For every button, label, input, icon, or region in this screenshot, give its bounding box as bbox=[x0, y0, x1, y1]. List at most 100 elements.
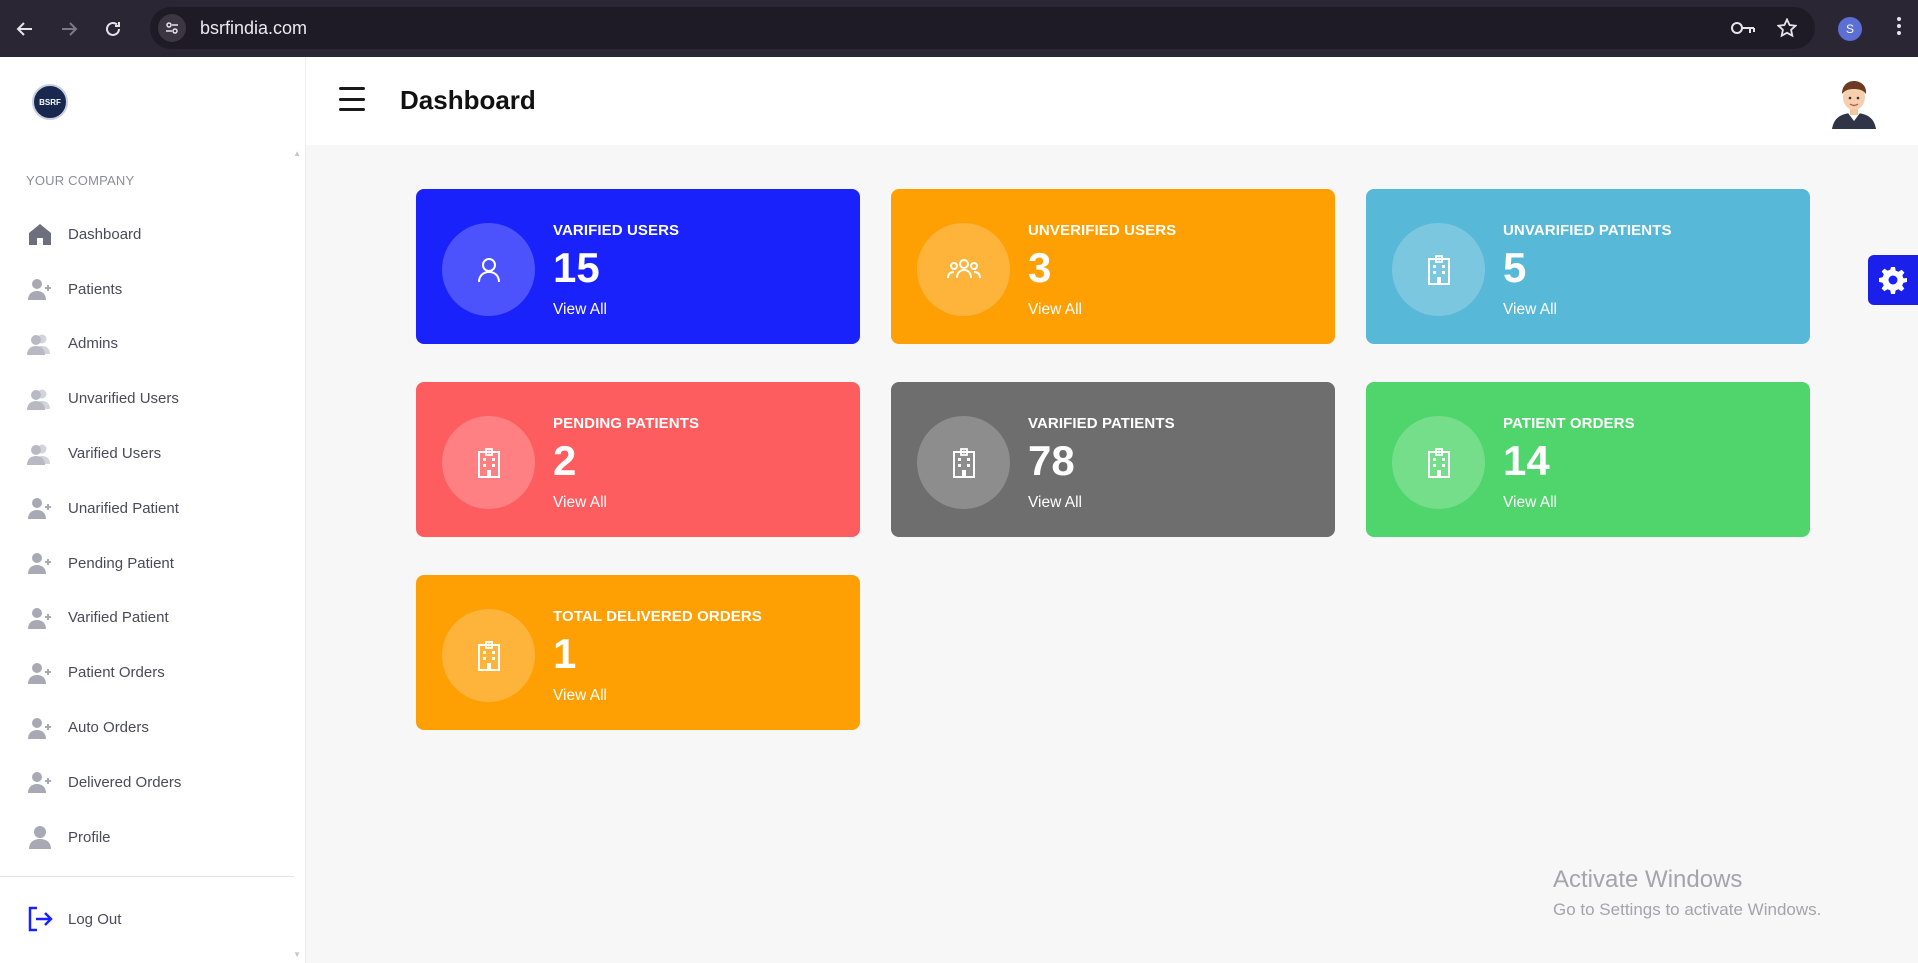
view-all-link[interactable]: View All bbox=[1503, 301, 1557, 318]
view-all-link[interactable]: View All bbox=[1028, 494, 1082, 511]
sidebar-item-delivered-orders[interactable]: Delivered Orders bbox=[0, 755, 300, 810]
logo-text: BSRF bbox=[39, 97, 61, 107]
page-header: Dashboard bbox=[306, 57, 1918, 145]
company-logo[interactable]: BSRF bbox=[32, 84, 68, 120]
scroll-down-arrow-icon[interactable]: ▼ bbox=[293, 950, 301, 959]
browser-toolbar: bsrfindia.com S bbox=[0, 0, 1918, 57]
stat-card-varified-users: VARIFIED USERS 15 View All bbox=[416, 189, 860, 344]
sidebar-item-unvarified-users[interactable]: Unvarified Users bbox=[0, 371, 300, 426]
sidebar-item-label: Patient Orders bbox=[68, 664, 165, 682]
stat-card-label: PENDING PATIENTS bbox=[553, 415, 700, 432]
home-icon bbox=[26, 220, 54, 248]
sidebar-item-label: Auto Orders bbox=[68, 719, 149, 737]
hospital-icon bbox=[442, 609, 535, 702]
stat-card-patient-orders: PATIENT ORDERS 14 View All bbox=[1366, 382, 1810, 537]
browser-profile-avatar[interactable]: S bbox=[1838, 16, 1862, 41]
stat-card-value: 15 bbox=[553, 244, 600, 291]
logout-button[interactable]: Log Out bbox=[26, 905, 121, 933]
stat-card-unvarified-patients: UNVARIFIED PATIENTS 5 View All bbox=[1366, 189, 1810, 344]
user-plus-icon bbox=[26, 604, 54, 632]
password-key-icon[interactable] bbox=[1731, 21, 1755, 35]
stat-card-value: 2 bbox=[553, 437, 577, 484]
user-plus-icon bbox=[26, 659, 54, 687]
stat-card-label: UNVARIFIED PATIENTS bbox=[1503, 222, 1672, 239]
logout-label: Log Out bbox=[68, 910, 122, 928]
hamburger-menu-icon[interactable] bbox=[339, 87, 365, 111]
stat-card-label: VARIFIED PATIENTS bbox=[1028, 415, 1175, 432]
sidebar-item-patient-orders[interactable]: Patient Orders bbox=[0, 645, 300, 700]
user-plus-icon bbox=[26, 494, 54, 522]
sidebar-item-label: Dashboard bbox=[68, 225, 142, 243]
user-plus-icon bbox=[26, 275, 54, 303]
stat-card-unverified-users: UNVERIFIED USERS 3 View All bbox=[891, 189, 1335, 344]
sidebar-item-varified-users[interactable]: Varified Users bbox=[0, 426, 300, 481]
sidebar-item-label: Profile bbox=[68, 828, 111, 846]
url-text[interactable]: bsrfindia.com bbox=[200, 17, 308, 38]
sidebar-item-label: Delivered Orders bbox=[68, 773, 182, 791]
stat-card-label: VARIFIED USERS bbox=[553, 222, 680, 239]
sidebar-item-dashboard[interactable]: Dashboard bbox=[0, 207, 300, 262]
sidebar-item-patients[interactable]: Patients bbox=[0, 262, 300, 317]
stat-card-total-delivered-orders: TOTAL DELIVERED ORDERS 1 View All bbox=[416, 575, 860, 730]
sidebar-item-label: Patients bbox=[68, 280, 123, 298]
view-all-link[interactable]: View All bbox=[553, 301, 607, 318]
stat-card-value: 78 bbox=[1028, 437, 1075, 484]
user-plus-icon bbox=[26, 714, 54, 742]
forward-arrow-icon bbox=[62, 21, 78, 36]
forward-button[interactable] bbox=[50, 10, 88, 48]
users-icon bbox=[26, 440, 54, 468]
stat-card-label: TOTAL DELIVERED ORDERS bbox=[553, 608, 762, 625]
sidebar-item-label: Pending Patient bbox=[68, 554, 174, 572]
hospital-icon bbox=[1392, 416, 1485, 509]
reload-icon bbox=[106, 21, 120, 36]
sidebar-item-varified-patient[interactable]: Varified Patient bbox=[0, 591, 300, 646]
sidebar-item-unarified-patient[interactable]: Unarified Patient bbox=[0, 481, 300, 536]
sidebar-item-label: Unvarified Users bbox=[68, 390, 179, 408]
sidebar-divider bbox=[0, 876, 294, 877]
sidebar-menu: Dashboard Patients Admins Unvarified Users V… bbox=[0, 207, 300, 865]
user-plus-icon bbox=[26, 549, 54, 577]
user-icon bbox=[442, 223, 535, 316]
page-title: Dashboard bbox=[400, 85, 536, 115]
hospital-icon bbox=[1392, 223, 1485, 316]
hospital-icon bbox=[917, 416, 1010, 509]
view-all-link[interactable]: View All bbox=[553, 494, 607, 511]
sidebar-item-pending-patient[interactable]: Pending Patient bbox=[0, 536, 300, 591]
back-button[interactable] bbox=[6, 10, 44, 48]
stat-card-varified-patients: VARIFIED PATIENTS 78 View All bbox=[891, 382, 1335, 537]
view-all-link[interactable]: View All bbox=[1028, 301, 1082, 318]
logout-icon bbox=[28, 906, 53, 932]
stat-card-value: 3 bbox=[1028, 244, 1052, 291]
sidebar: BSRF YOUR COMPANY ▲ Dashboard Patients Adm… bbox=[0, 57, 306, 963]
sidebar-item-label: Varified Patient bbox=[68, 609, 169, 627]
user-avatar[interactable] bbox=[1828, 77, 1880, 129]
users-icon bbox=[26, 385, 54, 413]
browser-menu-icon[interactable] bbox=[1896, 16, 1902, 42]
scroll-up-arrow-icon[interactable]: ▲ bbox=[293, 149, 301, 158]
settings-button[interactable] bbox=[1868, 255, 1918, 305]
stat-card-value: 14 bbox=[1503, 437, 1550, 484]
sidebar-item-admins[interactable]: Admins bbox=[0, 317, 300, 372]
sidebar-item-label: Admins bbox=[68, 335, 119, 353]
watermark-subtitle: Go to Settings to activate Windows. bbox=[1553, 900, 1822, 919]
view-all-link[interactable]: View All bbox=[553, 687, 607, 704]
sidebar-item-auto-orders[interactable]: Auto Orders bbox=[0, 700, 300, 755]
stat-card-value: 5 bbox=[1503, 244, 1527, 291]
users-icon bbox=[26, 330, 54, 358]
user-icon bbox=[26, 823, 54, 851]
windows-activation-watermark: Activate Windows Go to Settings to activ… bbox=[1553, 866, 1821, 920]
stat-card-label: PATIENT ORDERS bbox=[1503, 415, 1635, 432]
address-bar[interactable]: bsrfindia.com bbox=[150, 7, 1815, 49]
section-label: YOUR COMPANY bbox=[26, 173, 135, 188]
group-icon bbox=[917, 223, 1010, 316]
stat-card-pending-patients: PENDING PATIENTS 2 View All bbox=[416, 382, 860, 537]
view-all-link[interactable]: View All bbox=[1503, 494, 1557, 511]
watermark-title: Activate Windows bbox=[1553, 866, 1743, 893]
hospital-icon bbox=[442, 416, 535, 509]
reload-button[interactable] bbox=[94, 10, 132, 48]
gear-icon bbox=[1879, 267, 1907, 294]
sidebar-item-label: Unarified Patient bbox=[68, 499, 179, 517]
sidebar-item-profile[interactable]: Profile bbox=[0, 810, 300, 865]
bookmark-star-icon[interactable] bbox=[1777, 18, 1797, 38]
site-info-icon[interactable] bbox=[158, 14, 186, 42]
